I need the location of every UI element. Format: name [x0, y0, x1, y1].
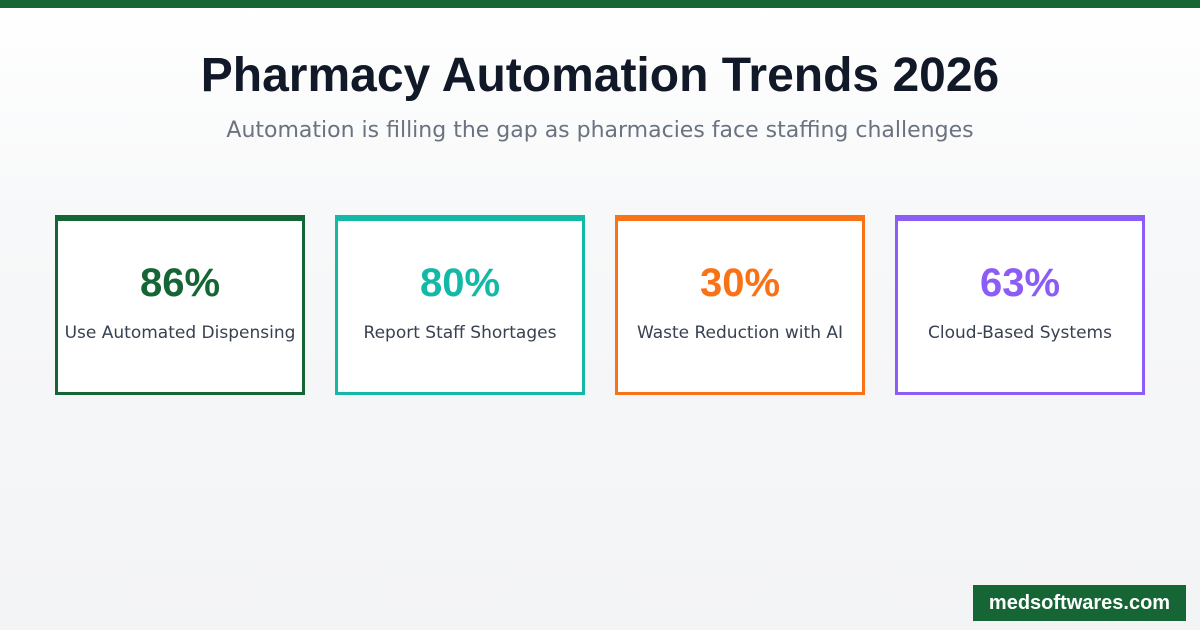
stat-value: 80%	[419, 261, 501, 305]
page-title: Pharmacy Automation Trends 2026	[200, 49, 1000, 102]
stat-label: Use Automated Dispensing	[64, 323, 296, 343]
stat-card: 86% Use Automated Dispensing	[55, 215, 305, 395]
stat-value: 63%	[979, 261, 1061, 305]
stat-value: 86%	[139, 261, 221, 305]
page-subtitle: Automation is filling the gap as pharmac…	[226, 118, 974, 143]
stat-card: 63% Cloud-Based Systems	[895, 215, 1145, 395]
top-accent-bar	[0, 0, 1200, 8]
stat-label: Report Staff Shortages	[363, 323, 557, 343]
stat-card: 30% Waste Reduction with AI	[615, 215, 865, 395]
stat-label: Waste Reduction with AI	[636, 323, 844, 343]
stat-card: 80% Report Staff Shortages	[335, 215, 585, 395]
site-badge: medsoftwares.com	[973, 585, 1186, 621]
stat-value: 30%	[699, 261, 781, 305]
stat-label: Cloud-Based Systems	[928, 323, 1112, 343]
